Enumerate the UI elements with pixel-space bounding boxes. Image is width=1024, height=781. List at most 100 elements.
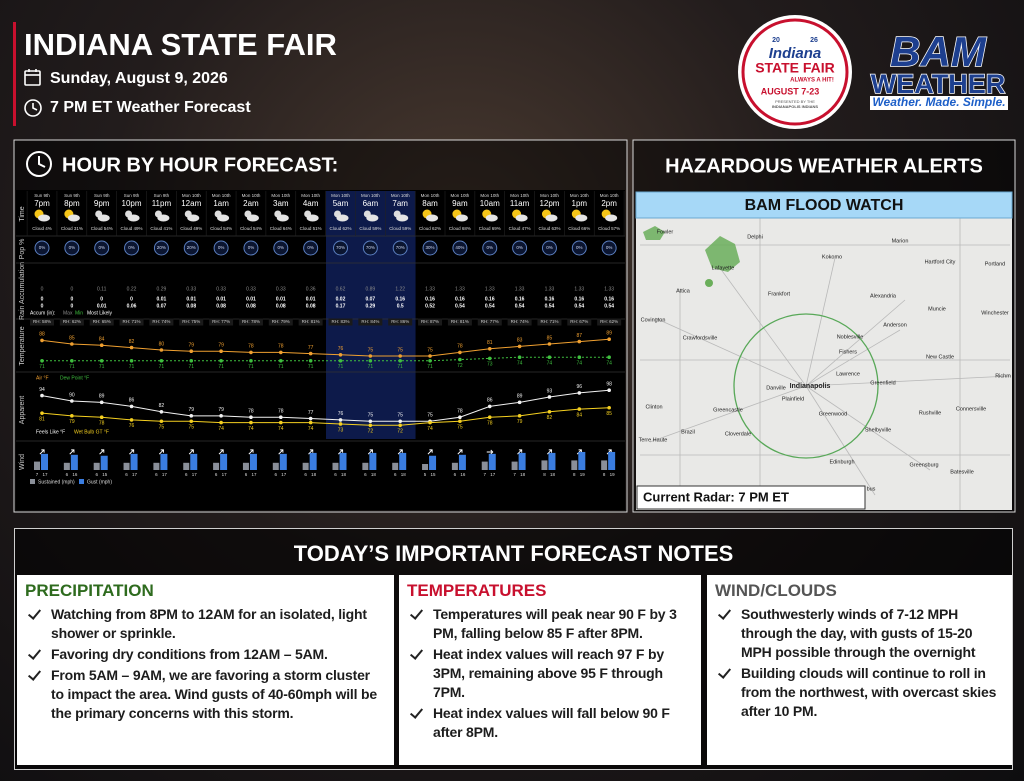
- cloud-icon: [605, 214, 618, 222]
- feels-like-line: [41, 389, 610, 422]
- note-item: Watching from 8PM to 12AM for an isolate…: [25, 605, 386, 643]
- rain-min: 0.01: [306, 296, 316, 302]
- rain-max: 0.89: [365, 286, 375, 292]
- top-area: INDIANA STATE FAIR Sunday, August 9, 202…: [13, 18, 1016, 513]
- wet-bulb-point: [577, 407, 582, 411]
- place-label: Marion: [892, 238, 909, 244]
- pop-circle: [213, 240, 229, 256]
- clock-icon: [26, 151, 52, 177]
- rain-likely: 0: [41, 303, 44, 309]
- pop-circle: [94, 240, 110, 256]
- note-text: Temperatures will peak near 90 F by 3 PM…: [433, 606, 677, 641]
- rh-label: RH: 77%: [481, 319, 499, 324]
- pop-label: 0%: [486, 245, 493, 250]
- rh-label: RH: 67%: [570, 319, 588, 324]
- wind-arrow: [367, 449, 373, 455]
- cloud-label: Cloud 54%: [210, 226, 232, 231]
- row-label: Rain Accumulation: [19, 262, 26, 320]
- caption-box: [636, 485, 866, 510]
- cloud-label: Cloud 63%: [538, 226, 560, 231]
- gust-bar: [279, 453, 287, 470]
- gust-bar: [160, 453, 168, 470]
- rain-min: 0: [41, 296, 44, 302]
- rain-likely: 0: [70, 303, 73, 309]
- rh-label: RH: 58%: [33, 319, 51, 324]
- gust-bar: [41, 453, 48, 470]
- hour-label: 12am: [181, 199, 201, 208]
- dew-point-label: 71: [368, 364, 374, 370]
- day-label: Mon 10th: [451, 193, 470, 198]
- rh-label: RH: 84%: [361, 319, 379, 324]
- sustained-bar: [302, 462, 309, 470]
- dew-point-label: 71: [99, 364, 105, 370]
- feels-like-label: 78: [248, 409, 254, 415]
- wet-bulb-point: [129, 418, 134, 422]
- gust-label: 17: [490, 472, 496, 477]
- rain-min: 0.16: [485, 296, 495, 302]
- wet-bulb-point: [487, 415, 492, 420]
- wet-bulb-label: 74: [218, 426, 224, 432]
- hourly-content: Time Pop % Rain Accumulation Temperature App…: [16, 191, 625, 485]
- place-label: Anderson: [883, 322, 907, 328]
- cloud-icon: [485, 214, 498, 222]
- page-title: INDIANA STATE FAIR: [24, 27, 337, 62]
- cloud-label: Cloud 49%: [180, 226, 202, 231]
- pop-label: 0%: [307, 245, 314, 250]
- gust-label: 17: [251, 472, 257, 477]
- rh-box: [507, 318, 532, 326]
- wet-bulb-line: [41, 407, 610, 426]
- note-item: Temperatures will peak near 90 F by 3 PM…: [407, 605, 693, 643]
- wind-arrow: [158, 449, 164, 455]
- wind-arrow: [547, 449, 553, 455]
- map-road: [805, 385, 931, 471]
- hour-label: 11am: [510, 199, 530, 208]
- day-label: Sun 9th: [64, 193, 80, 198]
- wet-bulb-label: 73: [338, 427, 344, 433]
- wind-arrow: [248, 449, 254, 455]
- rh-label: RH: 77%: [212, 319, 230, 324]
- pop-label: 0%: [128, 245, 135, 250]
- map-road: [805, 329, 901, 387]
- feels-like-label: 96: [577, 384, 583, 390]
- map: [636, 192, 1012, 510]
- rain-min: 0.16: [455, 296, 465, 302]
- place-label: Edinburgh: [829, 459, 854, 465]
- sustained-bar: [153, 462, 160, 470]
- cloud-icon: [187, 214, 200, 222]
- hour-label: 1am: [213, 199, 229, 208]
- rh-box: [298, 318, 323, 326]
- rain-min: 0.16: [574, 296, 584, 302]
- gust-bar: [488, 453, 496, 470]
- rh-label: RH: 74%: [511, 319, 529, 324]
- air-temp-label: 84: [99, 337, 105, 343]
- dew-point-label: 71: [278, 364, 284, 370]
- pop-circle: [362, 240, 378, 256]
- cloud-icon: [157, 214, 170, 222]
- feels-like-point: [99, 400, 104, 405]
- dew-point-label: 71: [397, 364, 403, 370]
- pop-label: 70%: [366, 245, 375, 250]
- legend-label: Sustained (mph): [38, 479, 75, 485]
- sustained-bar: [34, 461, 40, 470]
- day-label: Mon 10th: [421, 193, 440, 198]
- note-text: From 5AM – 9AM, we are favoring a storm …: [51, 667, 377, 721]
- wet-bulb-label: 74: [308, 426, 314, 432]
- rain-likely: 0.54: [545, 303, 555, 309]
- cloud-label: Cloud 66%: [568, 226, 590, 231]
- pop-label: 0%: [248, 245, 255, 250]
- rain-likely: 0.06: [127, 303, 137, 309]
- place-label: Greenfield: [870, 380, 895, 386]
- cloud-icon: [575, 214, 588, 222]
- wet-bulb-label: 81: [39, 416, 45, 422]
- map-road: [805, 257, 836, 387]
- dew-point-label: 71: [39, 364, 45, 370]
- day-label: Mon 10th: [361, 193, 380, 198]
- day-label: Mon 10th: [600, 193, 619, 198]
- panel-title: HAZARDOUS WEATHER ALERTS: [665, 155, 983, 177]
- rain-max: 0.33: [186, 286, 196, 292]
- sustained-label: 7: [36, 472, 39, 477]
- bam-logo: BAM WEATHER Weather. Made. Simple.: [870, 27, 1008, 110]
- sustained-bar: [242, 462, 249, 470]
- gust-label: 15: [431, 472, 437, 477]
- dew-point-label: 74: [606, 361, 612, 367]
